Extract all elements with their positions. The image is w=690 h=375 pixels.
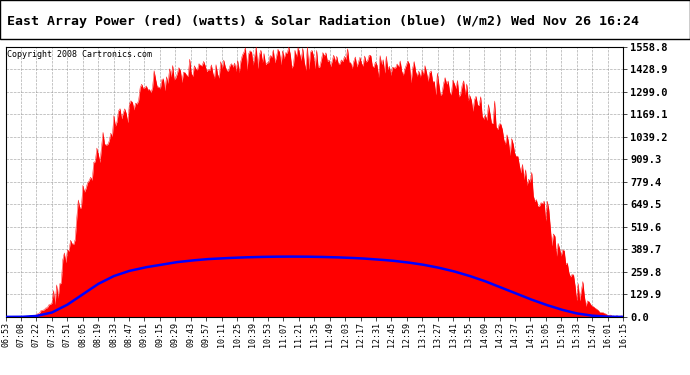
FancyBboxPatch shape	[0, 0, 690, 39]
Text: East Array Power (red) (watts) & Solar Radiation (blue) (W/m2) Wed Nov 26 16:24: East Array Power (red) (watts) & Solar R…	[7, 15, 639, 28]
Text: Copyright 2008 Cartronics.com: Copyright 2008 Cartronics.com	[7, 50, 152, 58]
